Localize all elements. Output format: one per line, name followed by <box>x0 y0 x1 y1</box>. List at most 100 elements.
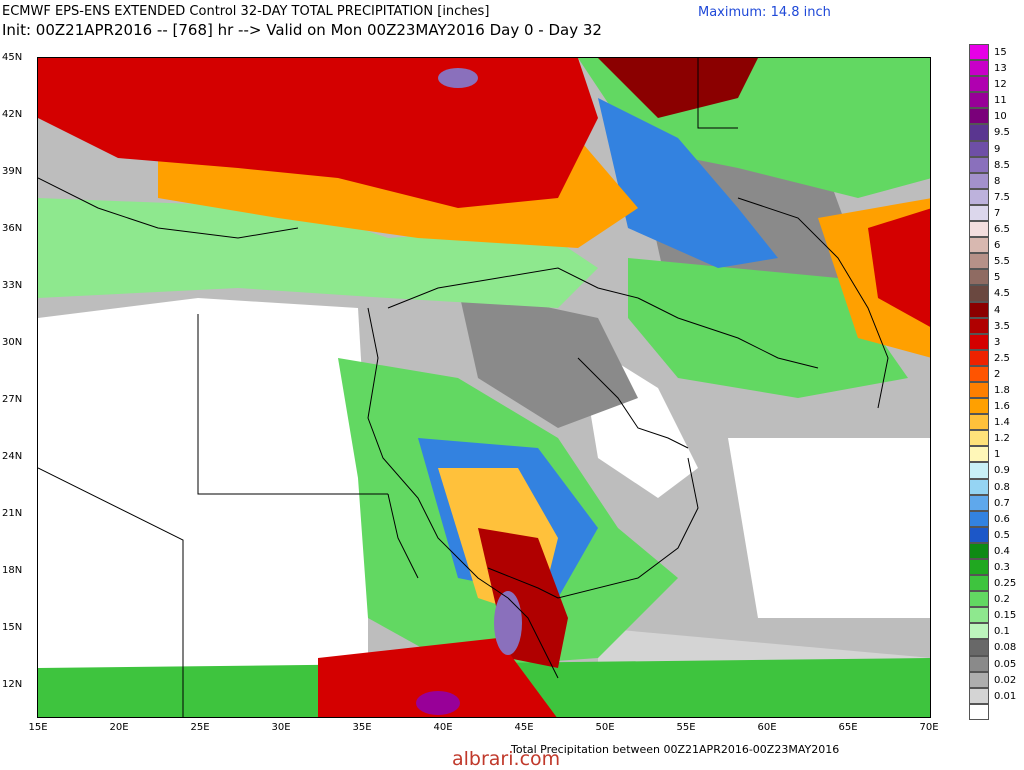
legend-label: 0.2 <box>994 594 1010 606</box>
legend-swatch <box>969 591 989 608</box>
coastline <box>367 307 509 599</box>
legend-label: 10 <box>994 111 1007 123</box>
legend-swatch <box>969 526 989 543</box>
legend-row: 0.02 <box>969 671 1016 688</box>
ethiopia-peak <box>416 691 460 715</box>
lat-label: 18N <box>2 565 23 576</box>
maximum-label: Maximum: 14.8 inch <box>698 5 831 20</box>
lon-label: 45E <box>514 722 534 733</box>
lon-label: 65E <box>838 722 858 733</box>
legend-swatch <box>969 687 989 704</box>
legend-row: 15 <box>969 44 1007 61</box>
legend-swatch <box>969 510 989 527</box>
map-title: ECMWF EPS-ENS EXTENDED Control 32-DAY TO… <box>2 4 490 19</box>
legend-row: 9 <box>969 140 1000 157</box>
footer-caption: Total Precipitation between 00Z21APR2016… <box>511 743 840 756</box>
border-line <box>507 597 559 679</box>
legend-row: 1.8 <box>969 381 1010 399</box>
lon-label: 55E <box>676 722 696 733</box>
border-line <box>387 493 419 579</box>
hindukush-red-area <box>868 208 930 327</box>
legend-row: 1.6 <box>969 398 1010 415</box>
legend-label: 1 <box>994 449 1001 461</box>
map-subtitle: Init: 00Z21APR2016 -- [768] hr --> Valid… <box>2 21 602 39</box>
legend-swatch <box>969 462 989 479</box>
legend-row: 12 <box>969 76 1007 93</box>
caucasus-red-area <box>598 58 758 118</box>
legend-label: 6.5 <box>994 224 1010 236</box>
watermark: albrari.com <box>452 748 561 770</box>
coastline <box>487 457 699 599</box>
lat-label: 36N <box>2 223 23 234</box>
precipitation-field <box>38 58 930 717</box>
legend-swatch <box>969 269 989 286</box>
lon-label: 30E <box>271 722 291 733</box>
legend-row: 3.5 <box>969 317 1010 334</box>
lat-label: 12N <box>2 679 23 690</box>
legend-swatch <box>969 575 989 592</box>
legend-label: 3 <box>994 336 1001 348</box>
legend-row: 0.05 <box>969 655 1016 672</box>
lon-label: 60E <box>757 722 777 733</box>
legend-swatch <box>969 204 989 222</box>
legend-row: 1.4 <box>969 414 1010 431</box>
legend-row: 5.5 <box>969 253 1010 270</box>
sahara-dry-area <box>38 298 368 717</box>
lat-label: 15N <box>2 622 23 633</box>
legend-label: 3.5 <box>994 320 1010 332</box>
legend-swatch <box>969 317 989 334</box>
legend-swatch <box>969 92 989 109</box>
legend-label: 15 <box>994 47 1007 58</box>
legend-row: 4 <box>969 301 1000 318</box>
legend-swatch <box>969 542 989 559</box>
legend-label: 13 <box>994 63 1007 75</box>
lat-label: 33N <box>2 280 23 291</box>
legend-row: 6.5 <box>969 221 1010 238</box>
legend-row: 0.2 <box>969 591 1010 608</box>
lon-label: 50E <box>595 722 615 733</box>
legend-swatch <box>969 494 989 511</box>
legend-swatch <box>969 349 989 366</box>
legend-swatch <box>969 430 989 447</box>
legend-row: 0.5 <box>969 526 1010 543</box>
legend-label: 4.5 <box>994 288 1010 300</box>
balkan-red-area <box>38 58 598 208</box>
border-line <box>38 467 184 717</box>
legend-row: 0.9 <box>969 462 1010 479</box>
legend-label: 6 <box>994 240 1001 252</box>
lat-label: 21N <box>2 508 23 519</box>
legend-swatch <box>969 221 989 238</box>
coastline <box>38 177 299 239</box>
legend-label: 12 <box>994 79 1007 91</box>
lon-label: 25E <box>190 722 210 733</box>
legend-row: 0.15 <box>969 607 1016 624</box>
legend-swatch <box>969 156 989 173</box>
legend-swatch <box>969 607 989 624</box>
legend-row: 1 <box>969 446 1000 463</box>
legend-swatch <box>969 333 989 350</box>
legend-row: 2.5 <box>969 349 1010 366</box>
legend-label: 7 <box>994 207 1001 219</box>
color-legend: 15 13 12 11 10 9.5 9 8.5 8 7.5 7 6.5 6 5.5 5 4.5 4 3.5 3 2.… <box>969 44 1016 720</box>
legend-label: 1.6 <box>994 401 1010 413</box>
legend-row: 2 <box>969 365 1000 382</box>
coastline <box>577 357 689 449</box>
lon-label: 35E <box>352 722 372 733</box>
med-green-band <box>38 198 598 308</box>
country-borders <box>38 58 889 717</box>
balkan-peak <box>438 68 478 88</box>
legend-row <box>969 703 989 720</box>
legend-row: 0.01 <box>969 687 1016 704</box>
legend-label: 0.3 <box>994 562 1010 573</box>
legend-label: 7.5 <box>994 191 1010 203</box>
legend-label: 0.01 <box>994 690 1017 702</box>
lon-label: 70E <box>919 722 939 733</box>
legend-swatch <box>969 253 989 270</box>
lon-label: 40E <box>433 722 453 733</box>
legend-label: 2 <box>994 368 1001 380</box>
legend-swatch <box>969 60 989 77</box>
arabian-sea-dry-area <box>728 438 930 618</box>
legend-label: 1.8 <box>994 384 1010 396</box>
legend-row: 11 <box>969 92 1007 109</box>
precipitation-map <box>37 57 931 718</box>
